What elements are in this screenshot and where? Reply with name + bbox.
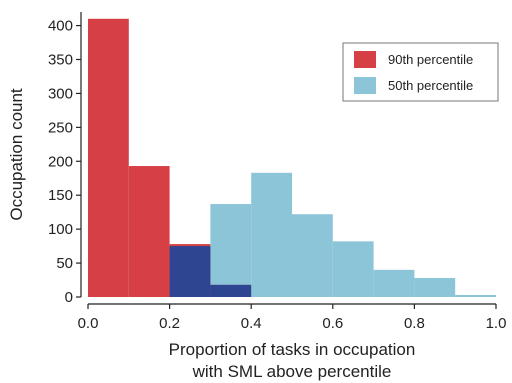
x-axis-label-line-1: Proportion of tasks in occupation [169,340,416,359]
bar-50th-3 [292,214,333,297]
y-axis-ticks: 0 50 100 150 200 250 300 350 400 [48,18,81,306]
x-tick-label: 0.0 [78,315,99,332]
bar-overlap-0 [169,246,211,297]
x-tick-label: 0.6 [322,315,343,332]
bar-90th-0 [88,18,129,298]
bar-overlap-1 [210,284,252,297]
bar-50th-4 [332,241,374,297]
y-tick-label: 300 [48,85,73,102]
x-tick-label: 0.4 [241,315,262,332]
x-tick-label: 0.2 [159,315,180,332]
bar-50th-5 [373,269,415,297]
x-axis-ticks: 0.0 0.2 0.4 0.6 0.8 1.0 [78,304,507,332]
legend: 90th percentile 50th percentile [342,42,499,102]
y-tick-label: 0 [65,289,73,306]
y-tick-label: 200 [48,153,73,170]
y-tick-label: 400 [48,18,73,35]
x-axis-label-line-2: with SML above percentile [192,362,392,381]
bar-50th-2 [251,172,292,297]
histogram-bars [88,18,496,298]
y-tick-label: 100 [48,221,73,238]
legend-swatch-50th [354,77,376,94]
y-axis-label: Occupation count [7,88,26,221]
y-tick-label: 250 [48,119,73,136]
x-tick-label: 0.8 [404,315,425,332]
bar-50th-7 [455,294,496,297]
legend-label-50th: 50th percentile [388,78,473,93]
y-tick-label: 50 [56,255,73,272]
legend-swatch-90th [354,51,376,68]
bar-50th-1 [210,204,252,285]
bar-50th-6 [414,278,456,297]
bar-90th-1 [128,166,170,297]
y-tick-label: 150 [48,187,73,204]
x-tick-label: 1.0 [486,315,507,332]
y-tick-label: 350 [48,52,73,69]
legend-label-90th: 90th percentile [388,52,473,67]
